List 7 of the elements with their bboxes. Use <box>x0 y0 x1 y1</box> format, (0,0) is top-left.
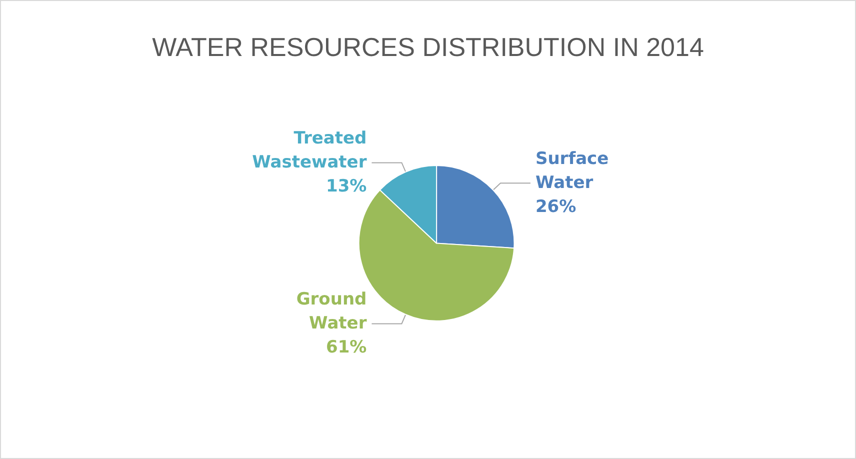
slice-label: Surface Water <box>535 149 609 194</box>
data-label: 26% <box>535 197 576 218</box>
data-label: 13% <box>326 176 367 197</box>
data-label: 61% <box>326 338 367 358</box>
chart-title: WATER RESOURCES DISTRIBUTION IN 2014 <box>152 32 704 62</box>
slice-label: Treated Wastewater <box>252 128 368 173</box>
slice-label: Ground Water <box>296 290 368 334</box>
